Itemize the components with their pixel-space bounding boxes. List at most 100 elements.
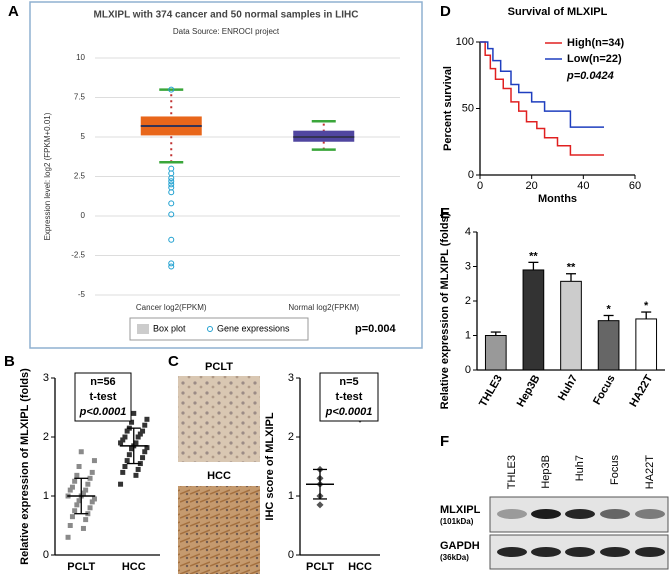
y-tick-label: -2.5 (71, 251, 85, 260)
y-axis-label: IHC score of MLXIPL (264, 412, 276, 520)
significance: * (606, 303, 611, 315)
y-tick-label: 3 (43, 372, 49, 384)
y-axis-label: Relative expression of MLXIPL (folds) (439, 212, 451, 409)
dot (142, 422, 148, 428)
survival-line (480, 41, 604, 156)
blot-band (565, 547, 595, 557)
x-tick-label: Cancer log2(FPKM) (136, 303, 207, 312)
dot (122, 434, 128, 440)
x-tick-label: THLE3 (477, 373, 505, 409)
y-axis-label: Relative expression of MLXIPL (folds) (19, 368, 31, 565)
bar (484, 335, 507, 371)
outlier (168, 263, 175, 270)
dot (78, 449, 84, 455)
annotation: p<0.0001 (79, 406, 127, 418)
image-label: PCLT (205, 361, 233, 373)
annotation: p=0.0424 (566, 70, 614, 82)
annotation: t-test (336, 391, 363, 403)
blot-band (600, 509, 630, 519)
x-tick-label: HCC (348, 561, 372, 573)
x-tick-label: HCC (122, 561, 146, 573)
dot (80, 490, 86, 496)
dot (65, 534, 71, 540)
annotation-box (74, 372, 132, 422)
legend-box (129, 317, 309, 341)
y-tick-label: 100 (456, 36, 474, 48)
y-tick-label: 1 (43, 490, 49, 502)
annotation-box (319, 372, 379, 422)
x-tick-label: PCLT (67, 561, 95, 573)
dot (76, 498, 82, 504)
ihc-image (178, 376, 260, 462)
outlier (168, 260, 175, 267)
y-axis-label: Expression level: log2 (FPKM+0.01) (43, 112, 52, 240)
outlier (168, 86, 175, 93)
dot (135, 466, 141, 472)
panel-letter: B (4, 353, 15, 370)
image-label: HCC (207, 470, 231, 482)
legend-label: Box plot (153, 323, 186, 333)
blot-column-label: THLE3 (506, 455, 518, 489)
annotation: p<0.0001 (325, 406, 373, 418)
blot-column-label: HA22T (644, 455, 656, 490)
blot-band (531, 509, 561, 519)
dot (72, 478, 78, 484)
outlier (168, 175, 175, 182)
dot (133, 440, 139, 446)
dot (89, 469, 95, 475)
x-tick-label: Focus (591, 373, 618, 407)
dot (126, 452, 132, 458)
legend-swatch (137, 324, 149, 334)
x-tick-label: Normal log2(FPKM) (288, 303, 359, 312)
y-tick-label: 3 (465, 260, 471, 272)
blot-row-size: (101kDa) (440, 517, 474, 526)
dot (74, 502, 80, 508)
panel-letter: D (440, 3, 451, 20)
y-tick-label: 1 (465, 329, 471, 341)
x-axis-label: Months (538, 193, 577, 205)
dot (122, 464, 128, 469)
survival-line (480, 41, 604, 128)
dot (131, 410, 137, 416)
outlier (168, 178, 175, 185)
blot-band (497, 509, 527, 519)
significance: * (644, 300, 649, 312)
y-tick-label: 1 (288, 490, 294, 502)
blot-band (565, 509, 595, 519)
y-tick-label: -5 (78, 290, 86, 299)
dot (69, 514, 75, 520)
x-tick-label: 20 (526, 180, 538, 192)
y-tick-label: 0 (468, 169, 474, 181)
legend-label: Gene expressions (217, 323, 290, 333)
dot (129, 419, 135, 425)
dot (89, 499, 95, 505)
dot (118, 440, 124, 446)
outlier (168, 181, 175, 188)
legend-swatch (207, 326, 213, 332)
blot-band (531, 547, 561, 557)
dot (83, 487, 89, 493)
outlier (168, 236, 175, 243)
ihc-image (178, 486, 260, 574)
dot (91, 458, 97, 464)
dot (118, 481, 124, 487)
dot (74, 472, 80, 478)
outlier (168, 211, 175, 218)
dot (140, 455, 146, 461)
bar (597, 320, 620, 371)
dot (85, 481, 91, 487)
dot (142, 449, 148, 455)
y-tick-label: 2.5 (74, 172, 86, 181)
blot-band (497, 547, 527, 557)
x-tick-label: HA22T (628, 373, 656, 409)
dot (124, 428, 130, 434)
y-tick-label: 0 (465, 364, 471, 376)
dot (80, 525, 86, 531)
bar (560, 280, 582, 371)
dot (72, 508, 78, 514)
y-tick-label: 0 (43, 549, 49, 561)
dot (83, 517, 89, 523)
chart-title: MLXIPL with 374 cancer and 50 normal sam… (94, 10, 359, 21)
annotation: t-test (90, 391, 117, 403)
